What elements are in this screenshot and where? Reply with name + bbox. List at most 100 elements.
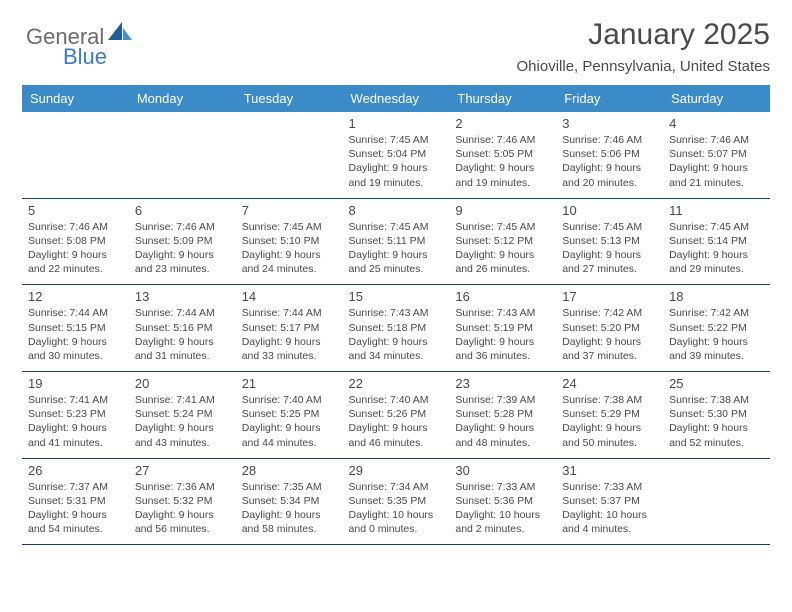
weekday-header: Friday (556, 85, 663, 112)
brand-sail-icon (108, 22, 132, 44)
calendar-day-cell: 19 Sunrise: 7:41 AMSunset: 5:23 PMDayligh… (22, 372, 129, 459)
day-number: 5 (28, 203, 123, 218)
day-info: Sunrise: 7:35 AMSunset: 5:34 PMDaylight:… (242, 480, 337, 537)
day-number: 16 (455, 289, 550, 304)
day-info: Sunrise: 7:41 AMSunset: 5:24 PMDaylight:… (135, 393, 230, 450)
calendar-day-cell: 21 Sunrise: 7:40 AMSunset: 5:25 PMDayligh… (236, 372, 343, 459)
calendar-day-cell: 9 Sunrise: 7:45 AMSunset: 5:12 PMDaylight… (449, 198, 556, 285)
day-number: 27 (135, 463, 230, 478)
day-info: Sunrise: 7:45 AMSunset: 5:11 PMDaylight:… (349, 220, 444, 277)
day-number: 15 (349, 289, 444, 304)
day-info: Sunrise: 7:41 AMSunset: 5:23 PMDaylight:… (28, 393, 123, 450)
calendar-day-cell: 13 Sunrise: 7:44 AMSunset: 5:16 PMDayligh… (129, 285, 236, 372)
day-number: 25 (669, 376, 764, 391)
calendar-day-cell: 8 Sunrise: 7:45 AMSunset: 5:11 PMDaylight… (343, 198, 450, 285)
calendar-day-cell: 31Sunrise: 7:33 AMSunset: 5:37 PMDayligh… (556, 458, 663, 545)
weekday-header: Saturday (663, 85, 770, 112)
calendar-day-cell: 10 Sunrise: 7:45 AMSunset: 5:13 PMDayligh… (556, 198, 663, 285)
calendar-day-cell: 7 Sunrise: 7:45 AMSunset: 5:10 PMDaylight… (236, 198, 343, 285)
day-number: 4 (669, 116, 764, 131)
day-info: Sunrise: 7:45 AMSunset: 5:12 PMDaylight:… (455, 220, 550, 277)
day-number: 12 (28, 289, 123, 304)
day-number: 22 (349, 376, 444, 391)
day-info: Sunrise: 7:46 AMSunset: 5:07 PMDaylight:… (669, 133, 764, 190)
calendar-week-row: 12 Sunrise: 7:44 AMSunset: 5:15 PMDayligh… (22, 285, 770, 372)
day-number: 20 (135, 376, 230, 391)
calendar-week-row: 1Sunrise: 7:45 AMSunset: 5:04 PMDaylight… (22, 112, 770, 198)
day-number: 23 (455, 376, 550, 391)
calendar-day-cell: 12 Sunrise: 7:44 AMSunset: 5:15 PMDayligh… (22, 285, 129, 372)
brand-logo: General Blue (26, 22, 132, 50)
day-number: 9 (455, 203, 550, 218)
calendar-table: SundayMondayTuesdayWednesdayThursdayFrid… (22, 85, 770, 545)
calendar-week-row: 26 Sunrise: 7:37 AMSunset: 5:31 PMDayligh… (22, 458, 770, 545)
calendar-week-row: 19 Sunrise: 7:41 AMSunset: 5:23 PMDayligh… (22, 372, 770, 459)
calendar-week-row: 5 Sunrise: 7:46 AMSunset: 5:08 PMDaylight… (22, 198, 770, 285)
calendar-day-cell: 11 Sunrise: 7:45 AMSunset: 5:14 PMDayligh… (663, 198, 770, 285)
calendar-day-cell: 17 Sunrise: 7:42 AMSunset: 5:20 PMDayligh… (556, 285, 663, 372)
day-number: 3 (562, 116, 657, 131)
day-info: Sunrise: 7:46 AMSunset: 5:05 PMDaylight:… (455, 133, 550, 190)
day-info: Sunrise: 7:44 AMSunset: 5:16 PMDaylight:… (135, 306, 230, 363)
day-number: 24 (562, 376, 657, 391)
day-number: 19 (28, 376, 123, 391)
calendar-day-cell: 16 Sunrise: 7:43 AMSunset: 5:19 PMDayligh… (449, 285, 556, 372)
day-info: Sunrise: 7:42 AMSunset: 5:20 PMDaylight:… (562, 306, 657, 363)
calendar-day-cell: 18 Sunrise: 7:42 AMSunset: 5:22 PMDayligh… (663, 285, 770, 372)
calendar-day-cell (663, 458, 770, 545)
calendar-day-cell: 23 Sunrise: 7:39 AMSunset: 5:28 PMDayligh… (449, 372, 556, 459)
day-info: Sunrise: 7:42 AMSunset: 5:22 PMDaylight:… (669, 306, 764, 363)
day-number: 6 (135, 203, 230, 218)
day-number: 13 (135, 289, 230, 304)
day-info: Sunrise: 7:46 AMSunset: 5:08 PMDaylight:… (28, 220, 123, 277)
calendar-day-cell: 20 Sunrise: 7:41 AMSunset: 5:24 PMDayligh… (129, 372, 236, 459)
calendar-day-cell: 25 Sunrise: 7:38 AMSunset: 5:30 PMDayligh… (663, 372, 770, 459)
day-info: Sunrise: 7:37 AMSunset: 5:31 PMDaylight:… (28, 480, 123, 537)
day-info: Sunrise: 7:38 AMSunset: 5:30 PMDaylight:… (669, 393, 764, 450)
day-number: 21 (242, 376, 337, 391)
day-info: Sunrise: 7:45 AMSunset: 5:13 PMDaylight:… (562, 220, 657, 277)
location-text: Ohioville, Pennsylvania, United States (22, 58, 770, 75)
day-number: 28 (242, 463, 337, 478)
day-info: Sunrise: 7:36 AMSunset: 5:32 PMDaylight:… (135, 480, 230, 537)
day-number: 14 (242, 289, 337, 304)
day-number: 17 (562, 289, 657, 304)
day-info: Sunrise: 7:45 AMSunset: 5:10 PMDaylight:… (242, 220, 337, 277)
calendar-day-cell: 29Sunrise: 7:34 AMSunset: 5:35 PMDayligh… (343, 458, 450, 545)
weekday-header: Sunday (22, 85, 129, 112)
day-number: 18 (669, 289, 764, 304)
calendar-day-cell (129, 112, 236, 198)
calendar-day-cell (22, 112, 129, 198)
weekday-header: Monday (129, 85, 236, 112)
calendar-body: 1Sunrise: 7:45 AMSunset: 5:04 PMDaylight… (22, 112, 770, 545)
day-info: Sunrise: 7:43 AMSunset: 5:18 PMDaylight:… (349, 306, 444, 363)
month-title: January 2025 (22, 18, 770, 52)
day-number: 8 (349, 203, 444, 218)
brand-part2: Blue (63, 44, 107, 69)
calendar-day-cell: 6Sunrise: 7:46 AMSunset: 5:09 PMDaylight… (129, 198, 236, 285)
weekday-header: Wednesday (343, 85, 450, 112)
day-info: Sunrise: 7:46 AMSunset: 5:06 PMDaylight:… (562, 133, 657, 190)
calendar-day-cell: 5 Sunrise: 7:46 AMSunset: 5:08 PMDaylight… (22, 198, 129, 285)
calendar-day-cell: 2Sunrise: 7:46 AMSunset: 5:05 PMDaylight… (449, 112, 556, 198)
weekday-header-row: SundayMondayTuesdayWednesdayThursdayFrid… (22, 85, 770, 112)
day-info: Sunrise: 7:39 AMSunset: 5:28 PMDaylight:… (455, 393, 550, 450)
day-info: Sunrise: 7:40 AMSunset: 5:25 PMDaylight:… (242, 393, 337, 450)
day-info: Sunrise: 7:43 AMSunset: 5:19 PMDaylight:… (455, 306, 550, 363)
calendar-day-cell (236, 112, 343, 198)
calendar-day-cell: 15 Sunrise: 7:43 AMSunset: 5:18 PMDayligh… (343, 285, 450, 372)
day-number: 26 (28, 463, 123, 478)
calendar-day-cell: 1Sunrise: 7:45 AMSunset: 5:04 PMDaylight… (343, 112, 450, 198)
day-info: Sunrise: 7:34 AMSunset: 5:35 PMDaylight:… (349, 480, 444, 537)
calendar-day-cell: 26 Sunrise: 7:37 AMSunset: 5:31 PMDayligh… (22, 458, 129, 545)
day-number: 7 (242, 203, 337, 218)
day-number: 11 (669, 203, 764, 218)
day-info: Sunrise: 7:44 AMSunset: 5:15 PMDaylight:… (28, 306, 123, 363)
calendar-day-cell: 27 Sunrise: 7:36 AMSunset: 5:32 PMDayligh… (129, 458, 236, 545)
day-number: 10 (562, 203, 657, 218)
weekday-header: Thursday (449, 85, 556, 112)
calendar-day-cell: 24 Sunrise: 7:38 AMSunset: 5:29 PMDayligh… (556, 372, 663, 459)
calendar-day-cell: 3 Sunrise: 7:46 AMSunset: 5:06 PMDaylight… (556, 112, 663, 198)
day-info: Sunrise: 7:45 AMSunset: 5:14 PMDaylight:… (669, 220, 764, 277)
day-info: Sunrise: 7:38 AMSunset: 5:29 PMDaylight:… (562, 393, 657, 450)
